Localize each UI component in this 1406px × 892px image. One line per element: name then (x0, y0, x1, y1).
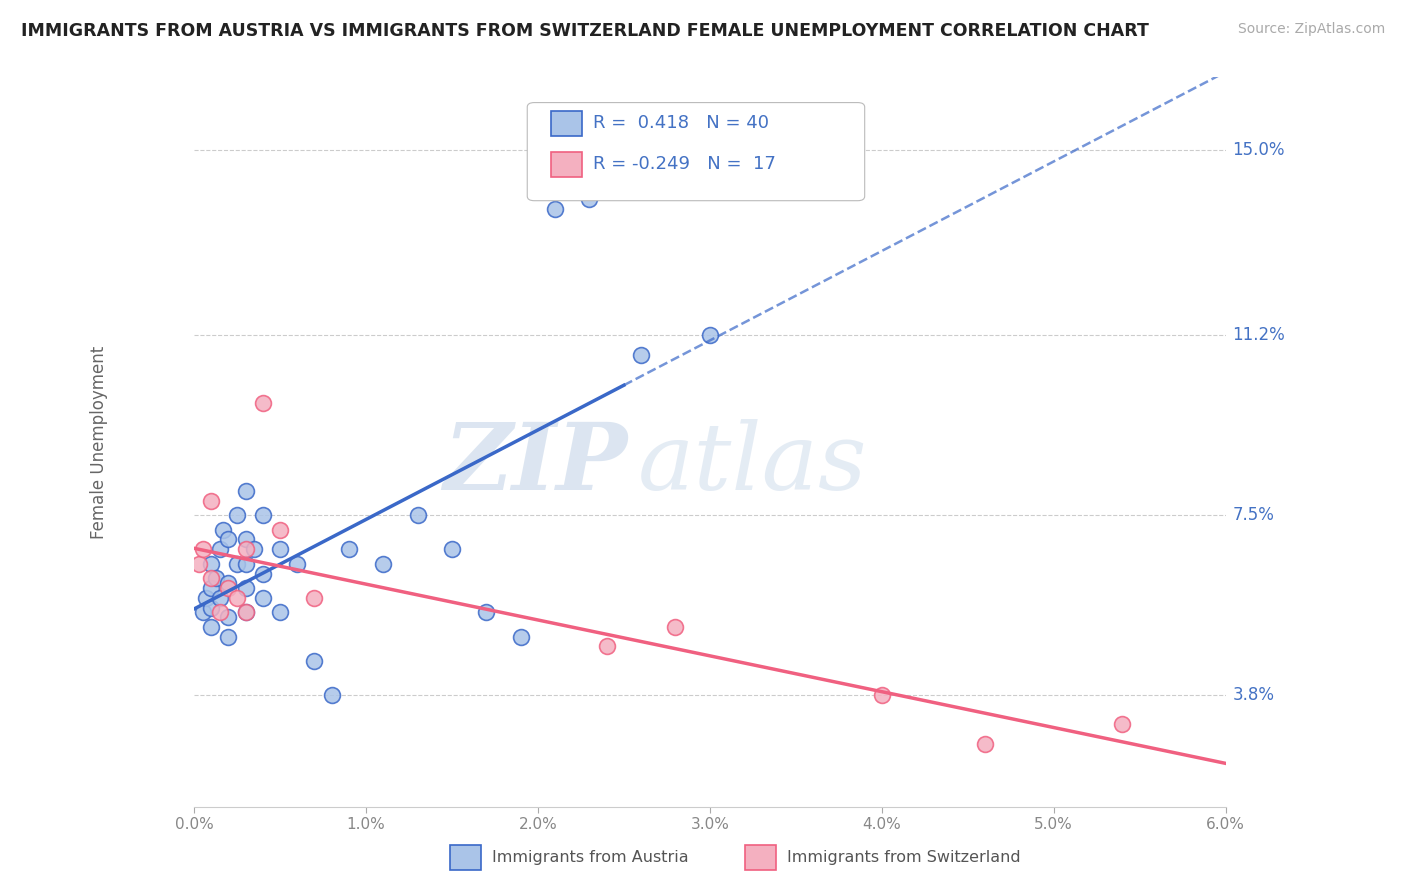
Point (235, 606, 257, 620)
Point (337, 542, 360, 557)
Point (269, 542, 291, 557)
Point (200, 571, 222, 585)
Text: Female Unemployment: Female Unemployment (90, 345, 108, 539)
Point (218, 610, 240, 624)
Point (243, 542, 266, 557)
Text: 15.0%: 15.0% (1233, 142, 1285, 160)
Point (269, 606, 291, 620)
Point (200, 600, 222, 615)
Point (252, 508, 274, 523)
Point (252, 566, 274, 581)
Point (578, 192, 600, 206)
Point (226, 557, 249, 571)
Point (235, 557, 257, 571)
Point (235, 606, 257, 620)
Point (440, 542, 463, 557)
Text: atlas: atlas (637, 419, 868, 509)
Point (208, 591, 231, 605)
Point (269, 523, 291, 537)
Point (235, 542, 257, 557)
Point (630, 348, 652, 362)
Point (285, 557, 308, 571)
Point (870, 688, 893, 702)
Point (212, 523, 235, 537)
Point (208, 542, 231, 557)
Point (226, 591, 249, 605)
Point (699, 328, 721, 343)
Point (235, 581, 257, 595)
Point (200, 581, 222, 595)
Point (208, 606, 231, 620)
Point (218, 630, 240, 644)
Point (304, 654, 326, 668)
Point (321, 688, 343, 702)
Point (544, 202, 567, 216)
Point (252, 396, 274, 410)
Point (195, 591, 218, 605)
Point (226, 508, 249, 523)
Point (218, 533, 240, 547)
Point (200, 557, 222, 571)
Text: Immigrants from Switzerland: Immigrants from Switzerland (787, 850, 1021, 864)
Point (509, 630, 531, 644)
Point (252, 591, 274, 605)
Text: IMMIGRANTS FROM AUSTRIA VS IMMIGRANTS FROM SWITZERLAND FEMALE UNEMPLOYMENT CORRE: IMMIGRANTS FROM AUSTRIA VS IMMIGRANTS FR… (21, 22, 1149, 40)
Point (406, 508, 429, 523)
Text: 11.2%: 11.2% (1233, 326, 1285, 344)
Point (304, 591, 326, 605)
Point (205, 571, 228, 585)
Point (218, 581, 240, 595)
Text: R =  0.418   N = 40: R = 0.418 N = 40 (593, 114, 769, 132)
Point (200, 493, 222, 508)
Point (218, 576, 240, 591)
Point (200, 620, 222, 634)
Text: 7.5%: 7.5% (1233, 506, 1274, 524)
Point (1111, 717, 1133, 731)
Point (973, 737, 995, 751)
Point (595, 640, 617, 654)
Point (235, 483, 257, 498)
Point (475, 606, 498, 620)
Point (188, 557, 211, 571)
Text: R = -0.249   N =  17: R = -0.249 N = 17 (593, 155, 776, 173)
Text: 3.8%: 3.8% (1233, 686, 1274, 704)
Point (664, 620, 686, 634)
Point (235, 533, 257, 547)
Point (191, 542, 214, 557)
Text: Immigrants from Austria: Immigrants from Austria (492, 850, 689, 864)
Text: ZIP: ZIP (443, 419, 627, 509)
Point (191, 606, 214, 620)
Point (373, 557, 395, 571)
Text: Source: ZipAtlas.com: Source: ZipAtlas.com (1237, 22, 1385, 37)
